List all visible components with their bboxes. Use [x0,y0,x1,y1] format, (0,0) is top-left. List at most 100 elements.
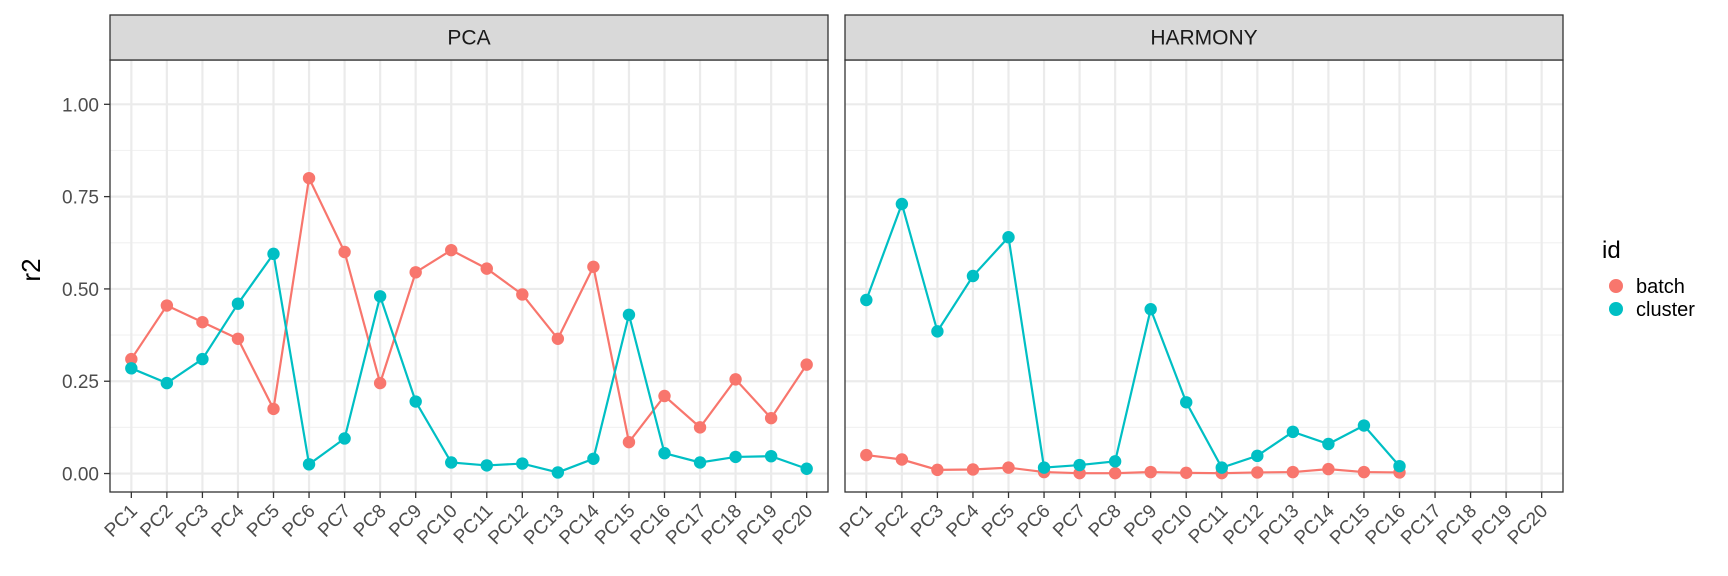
data-point-cluster [338,432,351,445]
data-point-batch [516,288,529,301]
x-tick-label: PC14 [555,500,604,549]
x-tick-label: PC19 [733,501,781,549]
x-tick-label: PC8 [350,501,391,542]
data-point-cluster [764,449,778,463]
x-tick-label: PC1 [101,501,142,542]
data-point-cluster [1180,396,1193,409]
plot-background [110,60,828,492]
x-tick-label: PC18 [1433,501,1481,549]
legend: id batch cluster [1602,237,1695,321]
data-point-batch [860,448,873,462]
data-point-batch [480,262,493,275]
x-tick-label: PC7 [1049,501,1090,542]
x-tick-label: PC16 [627,501,675,549]
x-tick-label: PC5 [978,501,1019,542]
x-tick-label: PC14 [1290,500,1339,549]
data-point-batch [931,463,944,477]
data-point-batch [551,332,565,345]
x-tick-label: PC3 [907,501,948,542]
data-point-cluster [302,458,316,471]
data-point-batch [1002,461,1015,474]
x-tick-label: PC18 [698,501,746,549]
data-point-cluster [445,456,458,469]
x-tick-label: PC20 [769,501,817,549]
data-point-cluster [693,456,707,469]
x-tick-label: PC4 [943,500,984,541]
data-point-batch [1322,462,1335,476]
x-tick-label: PC2 [136,501,177,542]
series-line-batch [866,453,1400,475]
data-point-batch [231,332,245,345]
legend-key-batch [1609,279,1623,293]
data-point-cluster [409,395,422,408]
data-point-batch [373,376,387,390]
x-tick-label: PC6 [279,501,320,542]
series-line-batch [130,174,808,445]
x-tick-label: PC4 [208,500,249,541]
data-point-batch [729,373,742,386]
data-point-batch [1144,465,1157,479]
data-point-batch [1180,466,1193,479]
data-point-batch [160,299,174,312]
data-point-cluster [373,290,387,303]
x-tick-label: PC2 [871,501,912,542]
x-tick-label: PC3 [172,501,213,542]
legend-label-cluster: cluster [1636,299,1695,321]
data-point-batch [800,358,813,371]
data-point-cluster [125,362,138,375]
x-tick-label: PC6 [1014,501,1055,542]
x-tick-label: PC12 [484,501,532,549]
data-point-cluster [160,376,174,390]
x-tick-label: PC17 [1397,501,1445,549]
data-point-cluster [1393,459,1406,473]
panel-pca: PCAPC1PC2PC3PC4PC5PC6PC7PC8PC9PC10PC11PC… [62,14,829,549]
y-tick-label: 0.50 [62,280,99,301]
data-point-cluster [551,466,565,479]
data-point-cluster [267,247,280,261]
x-tick-label: PC19 [1468,501,1516,549]
data-point-cluster [480,459,493,472]
x-tick-label: PC17 [662,501,710,549]
x-tick-label: PC15 [591,501,639,549]
data-point-cluster [1215,461,1228,474]
data-point-batch [658,389,671,403]
data-point-cluster [1144,303,1157,316]
x-tick-label: PC8 [1085,501,1126,542]
data-point-batch [895,453,909,466]
data-point-cluster [231,297,245,310]
data-point-cluster [516,457,529,470]
data-point-batch [966,463,980,476]
data-point-batch [764,411,778,425]
data-point-batch [587,260,600,273]
data-point-cluster [587,452,600,465]
y-tick-label: 0.75 [62,188,99,209]
y-tick-label: 0.25 [62,372,99,393]
data-point-batch [302,171,316,185]
data-point-batch [1286,465,1300,479]
x-tick-label: PC13 [520,501,568,549]
x-tick-label: PC10 [1148,501,1196,549]
data-point-cluster [1322,437,1335,451]
facet-strip-title: PCA [447,27,490,50]
legend-label-batch: batch [1636,276,1685,298]
data-point-batch [445,243,458,257]
facet-strip [109,14,829,61]
data-point-cluster [895,197,909,211]
data-point-cluster [931,325,944,338]
data-point-batch [409,266,422,279]
x-tick-label: PC10 [413,501,461,549]
data-point-cluster [1037,461,1051,474]
data-point-cluster [658,447,671,460]
data-point-cluster [1286,425,1300,439]
data-point-batch [622,435,636,449]
data-point-batch [125,352,138,366]
data-point-cluster [729,450,742,464]
data-point-batch [1357,465,1371,479]
data-point-batch [1251,466,1264,479]
data-point-cluster [860,293,873,307]
x-tick-label: PC12 [1219,501,1267,549]
x-tick-label: PC15 [1326,501,1374,549]
facet-strip-title: HARMONY [1150,27,1257,50]
data-point-cluster [1357,419,1371,432]
legend-title: id [1602,237,1621,264]
